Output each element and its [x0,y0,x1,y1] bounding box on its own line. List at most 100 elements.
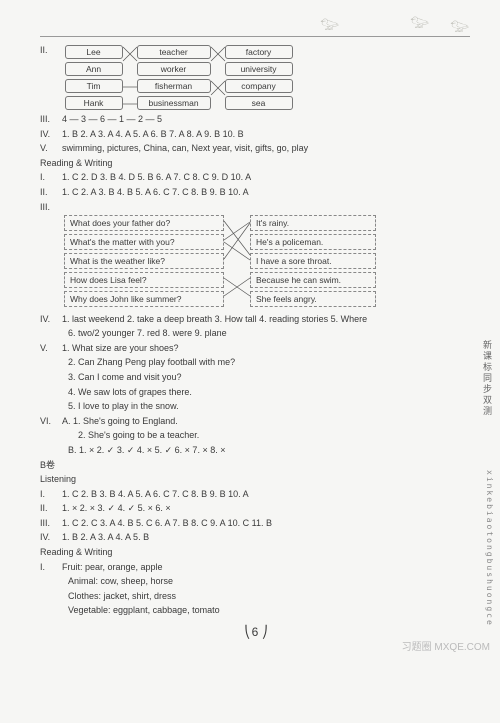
reading-writing-heading: Reading & Writing [40,157,470,170]
section-label: III. [40,113,62,126]
question-box: How does Lisa feel? [64,272,224,288]
match-box: Lee [65,45,123,59]
match-lines [224,234,250,250]
match-lines [224,253,250,269]
answer-line: 1. B 2. A 3. A 4. A 5. A 6. B 7. A 8. A … [62,129,244,139]
section-label: VI. [40,415,62,428]
section-iv: IV.1. B 2. A 3. A 4. A 5. A 6. B 7. A 8.… [40,128,470,141]
section-label: IV. [40,531,62,544]
answer-item: 3. Can I come and visit you? [68,371,470,384]
answer-item: 5. I love to play in the snow. [68,400,470,413]
answer-line: 1. last weekend 2. take a deep breath 3.… [62,314,367,324]
bird-icon: 𓅰 [410,8,429,34]
match-box: teacher [137,45,211,59]
match-box: businessman [137,96,211,110]
match-lines [123,79,137,93]
b-iv: IV.1. B 2. A 3. A 4. A 5. B [40,531,470,544]
match-box: factory [225,45,293,59]
answer-item: 1. What size are your shoes? [62,343,179,353]
rw-v: V.1. What size are your shoes? [40,342,470,355]
page-number-value: 6 [252,625,259,639]
brw-i: I.Fruit: pear, orange, apple [40,561,470,574]
answer-sequence: 4 — 3 — 6 — 1 — 2 — 5 [62,114,162,124]
page-ornament-icon: ⎠ [262,625,266,639]
answer-line: 1. C 2. C 3. A 4. B 5. C 6. A 7. B 8. C … [62,518,272,528]
header-birds: 𓅰 𓅰 𓅰 [40,8,470,34]
rw-iv: IV.1. last weekend 2. take a deep breath… [40,313,470,326]
section-label: I. [40,171,62,184]
rw-vi: VI.A. 1. She's going to England. [40,415,470,428]
header-rule [40,36,470,37]
match-box: fisherman [137,79,211,93]
match-box: sea [225,96,293,110]
match-lines [211,79,225,93]
section-label: V. [40,142,62,155]
page-number: ⎝ 6 ⎠ [40,625,470,639]
section-v: V.swimming, pictures, China, can, Next y… [40,142,470,155]
answer-item: Clothes: jacket, shirt, dress [68,590,470,603]
section-label: IV. [40,128,62,141]
section-label: II. [40,186,62,199]
side-title-cn: 新课标同步双测 [481,340,494,417]
answer-box: Because he can swim. [250,272,376,288]
match-grid-ii: Lee teacher factory Ann worker universit… [65,45,293,110]
b-heading: B卷 [40,459,470,472]
match-lines [123,96,137,110]
answer-box: I have a sore throat. [250,253,376,269]
section-iii: III.4 — 3 — 6 — 1 — 2 — 5 [40,113,470,126]
match-lines [211,45,225,59]
answer-line: 1. C 2. B 3. B 4. A 5. A 6. C 7. C 8. B … [62,489,249,499]
match-box: company [225,79,293,93]
bird-icon: 𓅰 [320,10,339,36]
section-label: III. [40,517,62,530]
match-box: Tim [65,79,123,93]
answer-line: 1. C 2. D 3. B 4. D 5. B 6. A 7. C 8. C … [62,172,251,182]
answer-item: 4. We saw lots of grapes there. [68,386,470,399]
answer-item: 2. She's going to be a teacher. [78,429,470,442]
rw-iv-cont: 6. two/2 younger 7. red 8. were 9. plane [68,327,470,340]
answer-item: Fruit: pear, orange, apple [62,562,163,572]
rw-iii: III. [40,202,470,212]
question-box: What does your father do? [64,215,224,231]
match-lines [123,45,137,59]
listening-heading: Listening [40,473,470,486]
question-box: What's the matter with you? [64,234,224,250]
question-box: What is the weather like? [64,253,224,269]
section-label: II. [40,502,62,515]
b-iii: III.1. C 2. C 3. A 4. B 5. C 6. A 7. B 8… [40,517,470,530]
match-box: Hank [65,96,123,110]
section-label: I. [40,488,62,501]
match-box: university [225,62,293,76]
side-title-pinyin: xinkebiaotongbushuongce [485,470,494,627]
section-ii: II. Lee teacher factory Ann worker unive… [40,45,470,110]
question-box: Why does John like summer? [64,291,224,307]
section-label: IV. [40,313,62,326]
answer-box: She feels angry. [250,291,376,307]
answer-words: swimming, pictures, China, can, Next yea… [62,143,308,153]
b-rw-heading: Reading & Writing [40,546,470,559]
answer-box: It's rainy. [250,215,376,231]
section-label: V. [40,342,62,355]
bird-icon: 𓅰 [450,12,469,38]
watermark: 习题圈 MXQE.COM [402,638,490,653]
answer-item: B. 1. × 2. ✓ 3. ✓ 4. × 5. ✓ 6. × 7. × 8.… [68,444,470,457]
page-ornament-icon: ⎝ [244,625,248,639]
section-label: III. [40,202,62,212]
answer-item: Animal: cow, sheep, horse [68,575,470,588]
match-box: Ann [65,62,123,76]
section-label: II. [40,45,62,55]
answer-line: 1. B 2. A 3. A 4. A 5. B [62,532,149,542]
rw-ii: II.1. C 2. A 3. B 4. B 5. A 6. C 7. C 8.… [40,186,470,199]
answer-line: 1. × 2. × 3. ✓ 4. ✓ 5. × 6. × [62,503,171,513]
worksheet-page: 𓅰 𓅰 𓅰 II. Lee teacher factory Ann worker… [0,0,500,659]
answer-line: 1. C 2. A 3. B 4. B 5. A 6. C 7. C 8. B … [62,187,249,197]
answer-item: Vegetable: eggplant, cabbage, tomato [68,604,470,617]
match-grid-iii: What does your father do? It's rainy. Wh… [64,215,470,307]
section-label: I. [40,561,62,574]
answer-item: 2. Can Zhang Peng play football with me? [68,356,470,369]
answer-item: A. 1. She's going to England. [62,416,178,426]
match-lines [224,272,250,288]
match-box: worker [137,62,211,76]
answer-box: He's a policeman. [250,234,376,250]
rw-i: I.1. C 2. D 3. B 4. D 5. B 6. A 7. C 8. … [40,171,470,184]
